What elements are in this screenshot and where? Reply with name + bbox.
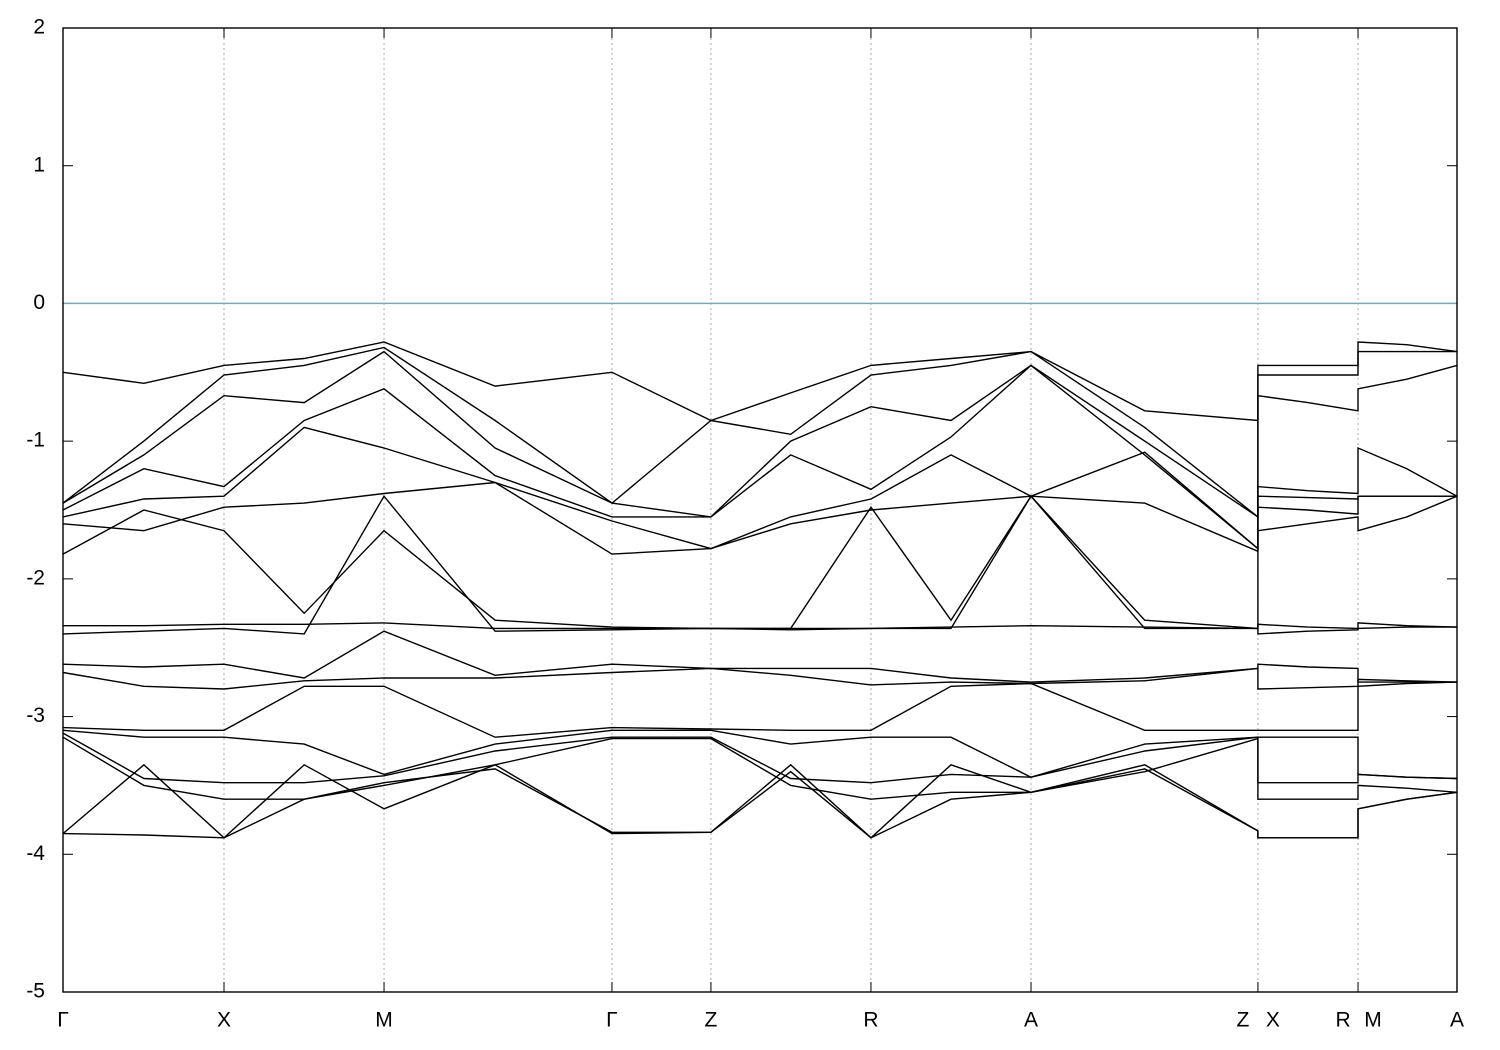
x-tick-label: X	[1266, 1009, 1280, 1032]
band	[62, 495, 1458, 630]
band	[62, 426, 1457, 551]
y-tick-label: 0	[33, 291, 45, 314]
band	[62, 667, 1458, 690]
band	[62, 494, 1457, 635]
band	[62, 768, 1458, 839]
x-tick-label: Γ	[606, 1009, 618, 1032]
band	[62, 364, 1458, 551]
x-tick-label: M	[375, 1009, 393, 1032]
x-tick-label: Z	[705, 1009, 718, 1032]
y-tick-label: -1	[26, 429, 45, 452]
band	[62, 729, 1458, 780]
x-tick-label: A	[1450, 1009, 1464, 1032]
band	[62, 341, 1458, 422]
y-tick-label: 1	[33, 153, 45, 176]
y-tick-label: -3	[26, 704, 45, 727]
band	[62, 350, 1458, 519]
x-tick-label: R	[863, 1009, 878, 1032]
x-tick-label: R	[1335, 1009, 1350, 1032]
x-tick-label: M	[1364, 1009, 1382, 1032]
band	[62, 481, 1457, 555]
band	[62, 630, 1457, 683]
y-tick-label: -4	[26, 842, 45, 865]
band	[62, 346, 1457, 519]
x-tick-label: A	[1024, 1009, 1038, 1032]
x-tick-label: Γ	[57, 1009, 69, 1032]
y-tick-label: -5	[26, 980, 45, 1003]
band	[62, 732, 1458, 784]
y-tick-label: -2	[26, 566, 45, 589]
x-tick-label: X	[217, 1009, 231, 1032]
y-tick-label: 2	[33, 16, 45, 39]
plot-border	[62, 27, 1458, 993]
band	[62, 681, 1458, 738]
x-tick-label: Z	[1237, 1009, 1250, 1032]
band	[62, 763, 1458, 839]
